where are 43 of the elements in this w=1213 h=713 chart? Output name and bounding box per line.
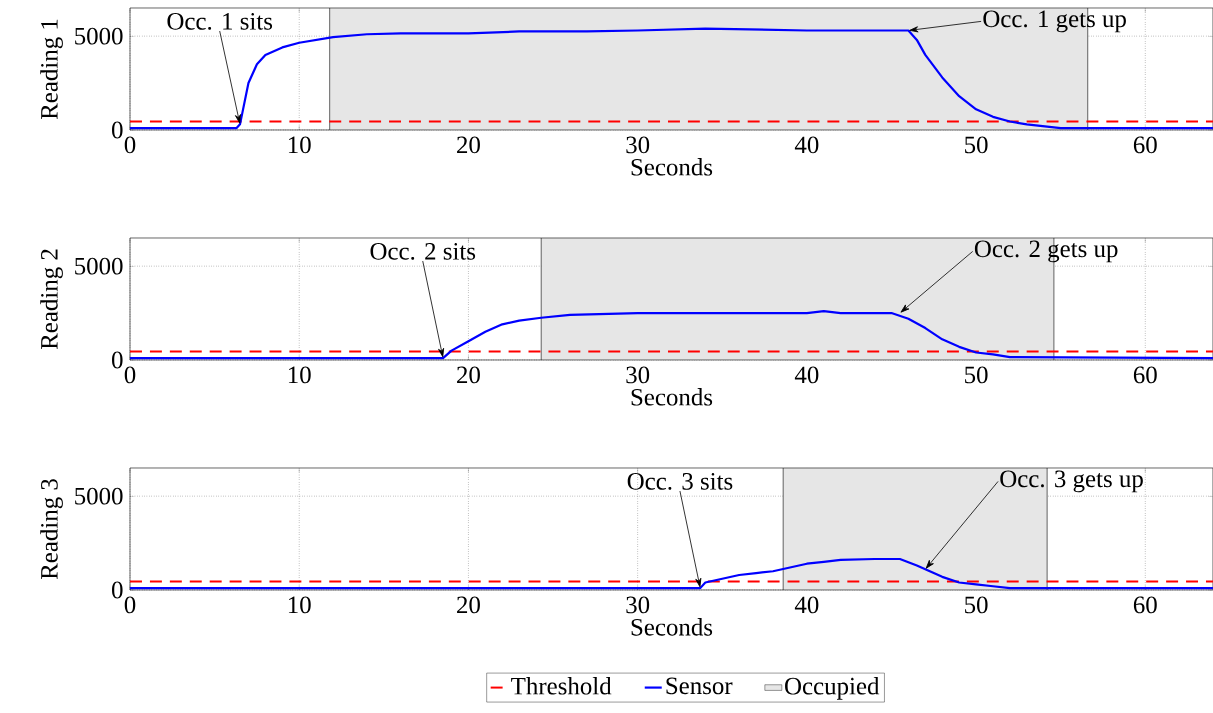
annotation: Occ. 2 gets up	[974, 240, 1118, 263]
x-axis-title: Seconds	[631, 388, 713, 406]
x-tick-label: 20	[457, 136, 480, 154]
y-tick-label: 0	[112, 121, 123, 139]
x-tick-label: 50	[965, 596, 988, 614]
y-axis-title: Reading 3	[40, 479, 63, 580]
x-tick-label: 60	[1133, 136, 1157, 154]
y-tick-label: 5000	[75, 27, 123, 45]
y-tick-label: 0	[112, 351, 123, 369]
annotation: Occ. 1 gets up	[983, 10, 1126, 33]
x-tick-label: 30	[626, 596, 650, 614]
x-tick-label: 10	[288, 366, 311, 384]
annotation: Occ. 3 gets up	[1000, 470, 1143, 493]
x-tick-label: 50	[965, 136, 988, 154]
x-tick-label: 10	[288, 596, 311, 614]
y-tick-label: 0	[112, 581, 123, 599]
x-tick-label: 30	[626, 136, 650, 154]
x-tick-label: 60	[1133, 596, 1157, 614]
x-axis-title: Seconds	[631, 158, 713, 176]
x-tick-label: 10	[288, 136, 311, 154]
x-tick-label: 30	[626, 366, 650, 384]
y-tick-label: 5000	[75, 487, 123, 505]
annotation: Occ. 3 sits	[627, 472, 733, 490]
x-tick-label: 0	[124, 596, 136, 614]
line-series	[130, 310, 1213, 360]
x-tick-label: 0	[124, 366, 136, 384]
annotation: Occ. 2 sits	[370, 242, 476, 260]
x-tick-label: 40	[794, 136, 819, 154]
y-axis-title: Reading 2	[40, 249, 63, 350]
x-tick-label: 20	[457, 366, 480, 384]
y-tick-label: 5000	[75, 257, 123, 275]
legend-label: Occupied	[785, 677, 880, 700]
x-axis-title: Seconds	[631, 618, 713, 636]
x-tick-label: 60	[1133, 366, 1157, 384]
annotation: Occ. 1 sits	[167, 12, 273, 30]
x-tick-label: 50	[965, 366, 988, 384]
legend-label: Sensor	[666, 677, 733, 695]
x-tick-label: 0	[124, 136, 136, 154]
legend-label: Threshold	[511, 677, 612, 695]
x-tick-label: 40	[794, 366, 819, 384]
x-tick-label: 20	[457, 596, 480, 614]
y-axis-title: Reading 1	[40, 19, 63, 120]
x-tick-label: 40	[794, 596, 819, 614]
